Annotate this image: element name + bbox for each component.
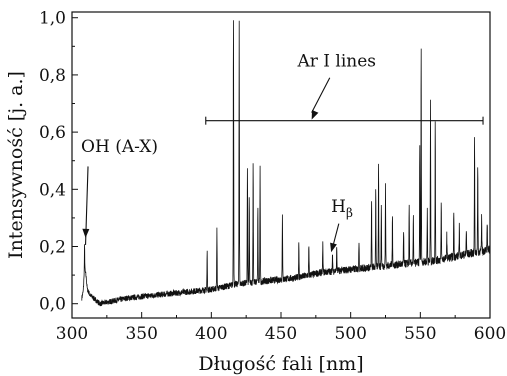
oh-annotation: OH (A-X) — [81, 137, 158, 245]
ar-lines-label: Ar I lines — [296, 51, 376, 71]
x-tick-label: 450 — [265, 324, 297, 344]
y-axis-ticks — [72, 17, 78, 305]
x-tick-label: 400 — [195, 324, 227, 344]
x-tick-label: 350 — [125, 324, 157, 344]
hbeta-label-main: H — [331, 197, 346, 217]
ar-arrow-line — [311, 77, 331, 113]
x-tick-label: 300 — [56, 324, 88, 344]
y-axis-title: Intensywność [j. a.] — [5, 71, 27, 259]
hbeta-arrowhead — [330, 242, 337, 253]
x-axis-tick-labels: 300 350 400 450 500 550 600 — [56, 324, 506, 344]
y-tick-label: 0,0 — [39, 295, 66, 315]
y-tick-label: 0,6 — [39, 123, 66, 143]
oh-label: OH (A-X) — [81, 137, 158, 157]
ar-arrowhead — [311, 110, 319, 120]
x-axis-ticks — [71, 312, 491, 318]
hbeta-label-subscript: β — [346, 206, 353, 220]
y-tick-label: 0,2 — [39, 238, 66, 258]
x-tick-label: 600 — [474, 324, 506, 344]
plot-border — [71, 11, 491, 319]
y-axis-tick-labels: 0,0 0,2 0,4 0,6 0,8 1,0 — [39, 9, 66, 315]
y-tick-label: 1,0 — [39, 9, 66, 29]
ar-annotation: Ar I lines — [205, 51, 484, 125]
spectrum-line — [81, 20, 491, 307]
x-tick-label: 550 — [404, 324, 436, 344]
hbeta-arrow-line — [332, 223, 340, 246]
hbeta-label: Hβ — [331, 197, 353, 220]
x-axis-title: Długość fali [nm] — [198, 353, 363, 375]
hbeta-annotation: Hβ — [330, 197, 353, 253]
oh-arrowhead — [82, 228, 90, 238]
plot-frame — [71, 11, 491, 319]
y-tick-label: 0,4 — [39, 180, 66, 200]
y-tick-label: 0,8 — [39, 66, 66, 86]
x-tick-label: 500 — [334, 324, 366, 344]
